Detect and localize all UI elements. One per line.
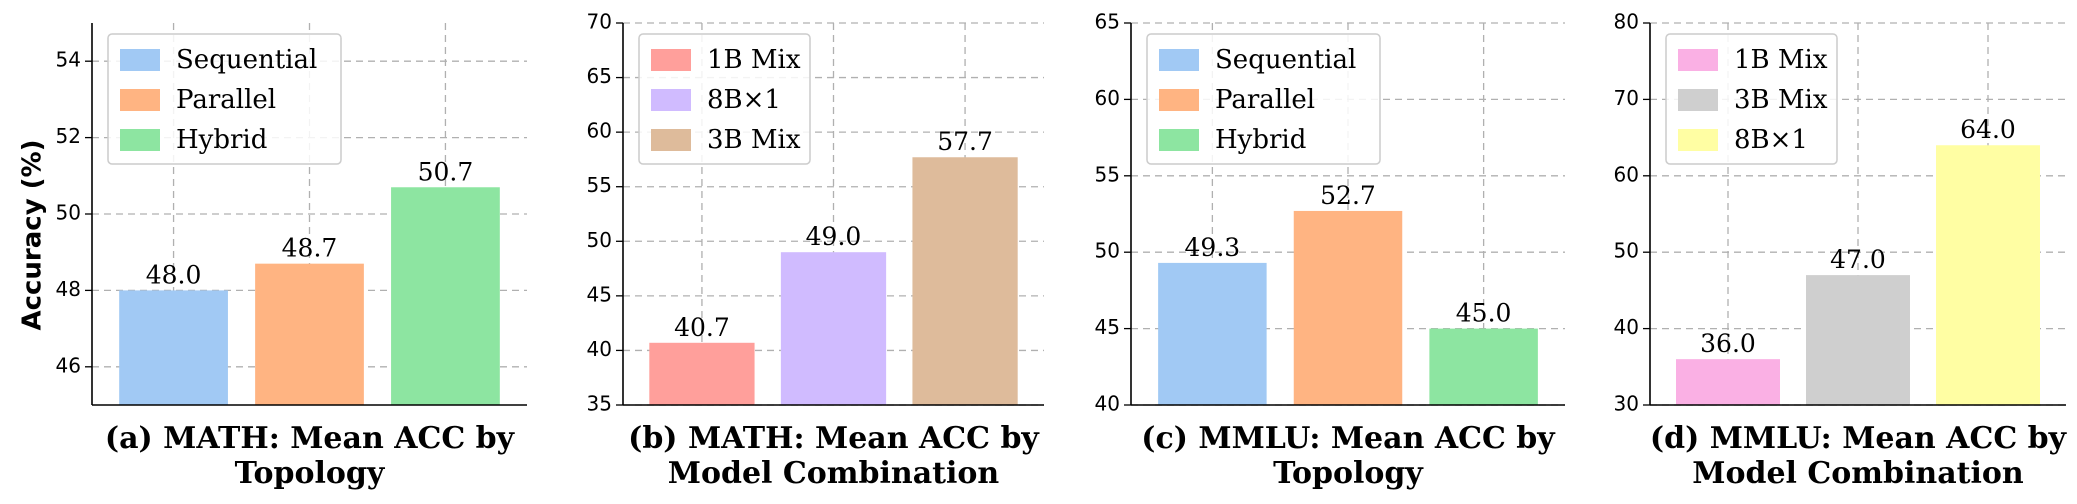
legend-swatch (120, 129, 160, 151)
y-tick-label: 50 (56, 201, 81, 225)
legend-frame (107, 33, 342, 165)
chart-panel-1: 46 48 50 52 54 48.0 48.7 50.7 Sequential Parallel… (56, 23, 527, 491)
bar-8b-1 (1936, 145, 2040, 406)
y-tick-label: 55 (1095, 162, 1120, 186)
y-tick-label: 50 (1614, 239, 1639, 263)
legend-label: 1B Mix (707, 45, 801, 75)
panel-caption: Model Combination (1692, 456, 2024, 491)
y-tick-label: 60 (587, 119, 612, 143)
bar-value-label: 40.7 (674, 313, 730, 342)
y-tick-label: 70 (1614, 86, 1639, 110)
y-tick-label: 45 (587, 282, 612, 306)
y-tick-label: 40 (1095, 392, 1120, 416)
legend-label: 8B×1 (707, 85, 781, 115)
legend-label: Sequential (176, 45, 317, 75)
legend-label: 1B Mix (1734, 45, 1828, 75)
bar-parallel (255, 263, 364, 405)
panel-caption: Topology (1273, 456, 1424, 491)
bar-value-label: 48.0 (146, 260, 202, 289)
bar-sequential (119, 290, 228, 405)
bar-3b-mix (912, 157, 1018, 405)
legend-swatch (1678, 89, 1718, 111)
legend-label: Hybrid (1215, 125, 1306, 155)
y-tick-label: 80 (1614, 10, 1639, 34)
y-tick-label: 40 (587, 337, 612, 361)
legend-swatch (1159, 49, 1199, 71)
legend-label: Parallel (176, 85, 276, 115)
legend-swatch (651, 89, 691, 111)
legend-label: Hybrid (176, 125, 267, 155)
legend-label: 3B Mix (707, 125, 801, 155)
y-tick-label: 46 (56, 353, 81, 377)
bar-value-label: 49.0 (806, 222, 862, 251)
bar-hybrid (1429, 328, 1538, 405)
bar-value-label: 64.0 (1960, 115, 2016, 144)
legend-swatch (1678, 49, 1718, 71)
bar-value-label: 49.3 (1185, 233, 1241, 262)
legend-swatch (120, 89, 160, 111)
legend: 1B Mix 3B Mix 8B×1 (1665, 33, 1838, 165)
legend-frame (1146, 33, 1381, 165)
panel-caption: (b) MATH: Mean ACC by (628, 421, 1040, 456)
legend-swatch (1159, 129, 1199, 151)
bar-value-label: 52.7 (1320, 181, 1376, 210)
bar-sequential (1158, 262, 1267, 405)
y-tick-label: 54 (56, 48, 81, 72)
panel-caption: (a) MATH: Mean ACC by (105, 421, 516, 456)
legend-label: 3B Mix (1734, 85, 1828, 115)
legend: 1B Mix 8B×1 3B Mix (638, 33, 811, 165)
y-tick-label: 50 (587, 228, 612, 252)
y-tick-label: 35 (587, 392, 612, 416)
legend-label: Sequential (1215, 45, 1356, 75)
legend-label: Parallel (1215, 85, 1315, 115)
y-tick-label: 48 (56, 277, 81, 301)
bar-parallel (1293, 210, 1403, 405)
chart-panel-4: 30 40 50 60 70 80 36.0 47.0 64.0 1B Mix 3B Mix 8B×1… (1614, 10, 2068, 492)
bar-1b-mix (1676, 359, 1780, 405)
bar-1b-mix (649, 342, 755, 405)
bar-value-label: 48.7 (282, 234, 338, 263)
y-tick-label: 70 (587, 10, 612, 34)
chart-panel-3: 40 45 50 55 60 65 49.3 52.7 45.0 Sequential Parall… (1095, 10, 1565, 491)
y-tick-label: 50 (1095, 239, 1120, 263)
legend: Sequential Parallel Hybrid (107, 33, 342, 165)
legend-swatch (120, 49, 160, 71)
legend-swatch (651, 49, 691, 71)
y-tick-label: 60 (1614, 162, 1639, 186)
bar-value-label: 57.7 (937, 127, 993, 156)
y-tick-label: 65 (1095, 10, 1120, 34)
bar-3b-mix (1806, 275, 1910, 405)
legend-swatch (651, 129, 691, 151)
bar-value-label: 50.7 (418, 157, 474, 186)
panel-caption: (d) MMLU: Mean ACC by (1650, 421, 2068, 456)
y-tick-label: 45 (1095, 315, 1120, 339)
y-tick-label: 55 (587, 173, 612, 197)
y-axis-label: Accuracy (%) (18, 139, 48, 330)
chart-panels: 46 48 50 52 54 48.0 48.7 50.7 Sequential Parallel… (56, 10, 2068, 492)
bar-value-label: 36.0 (1700, 329, 1756, 358)
y-tick-label: 60 (1095, 86, 1120, 110)
panel-caption: (c) MMLU: Mean ACC by (1141, 421, 1556, 456)
legend-swatch (1159, 89, 1199, 111)
legend-label: 8B×1 (1734, 125, 1808, 155)
legend: Sequential Parallel Hybrid (1146, 33, 1381, 165)
bar-value-label: 47.0 (1830, 245, 1886, 274)
legend-swatch (1678, 129, 1718, 151)
y-tick-label: 52 (56, 124, 81, 148)
chart-panel-2: 35 40 45 50 55 60 65 70 40.7 49.0 57.7 1B Mix 8B×1 3B… (587, 10, 1044, 491)
bar-hybrid (391, 187, 500, 405)
panel-caption: Model Combination (668, 456, 1000, 491)
bar-8b-1 (780, 252, 887, 405)
panel-caption: Topology (235, 456, 386, 491)
y-tick-label: 65 (587, 64, 612, 88)
y-tick-label: 30 (1614, 392, 1639, 416)
y-tick-label: 40 (1614, 315, 1639, 339)
bar-value-label: 45.0 (1456, 299, 1512, 328)
